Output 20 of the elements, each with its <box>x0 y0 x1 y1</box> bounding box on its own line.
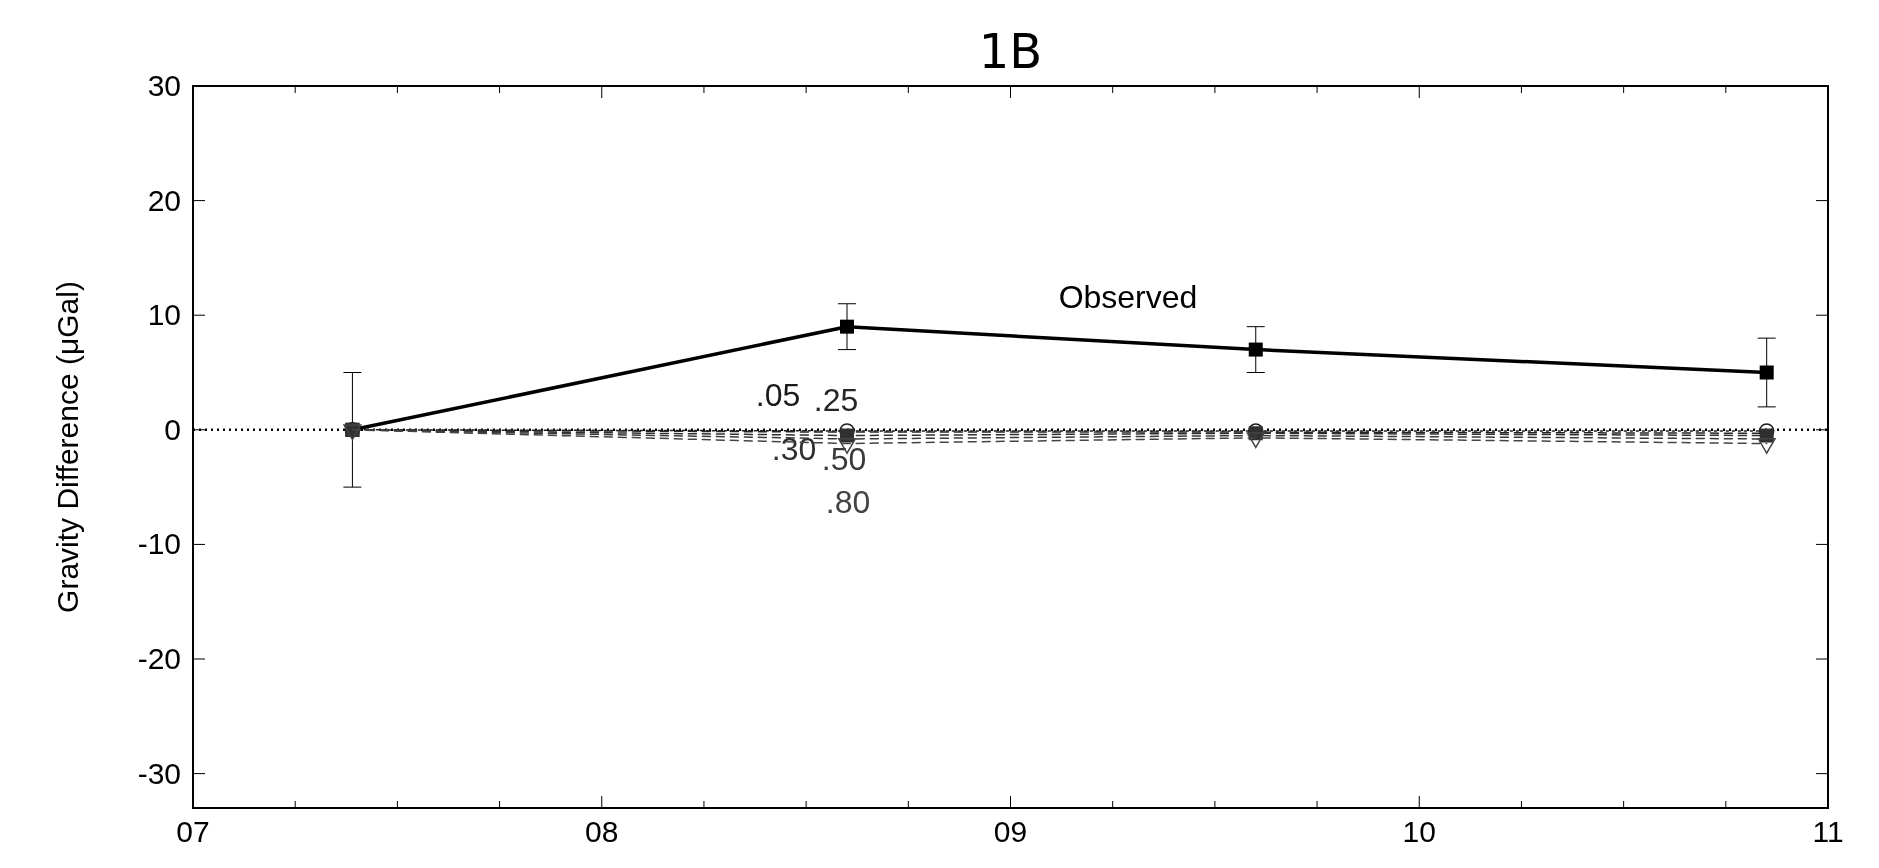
series-label: .80 <box>825 484 871 520</box>
series-label: .05 <box>755 377 801 413</box>
y-tick-label: 0 <box>164 412 181 446</box>
x-tick-label: 08 <box>585 815 619 848</box>
y-axis-title: Gravity Difference (μGal) <box>51 281 84 613</box>
y-tick-label: -30 <box>137 756 181 790</box>
y-tick-label: 30 <box>147 69 181 102</box>
y-tick-label: 20 <box>147 183 181 217</box>
y-tick-label: 10 <box>147 298 181 332</box>
series-label: .50 <box>821 441 867 477</box>
x-tick-label: 09 <box>993 815 1028 848</box>
y-tick-label: -10 <box>137 527 181 561</box>
series-label: .25 <box>813 382 859 418</box>
series-label: .30 <box>771 431 817 467</box>
x-tick-label: 10 <box>1402 815 1436 848</box>
y-tick-label: -20 <box>137 642 181 676</box>
chart-title: 1B <box>978 23 1043 79</box>
x-tick-label: 07 <box>176 815 210 848</box>
x-tick-label: 11 <box>1812 815 1844 848</box>
series-label: Observed <box>1058 279 1198 315</box>
